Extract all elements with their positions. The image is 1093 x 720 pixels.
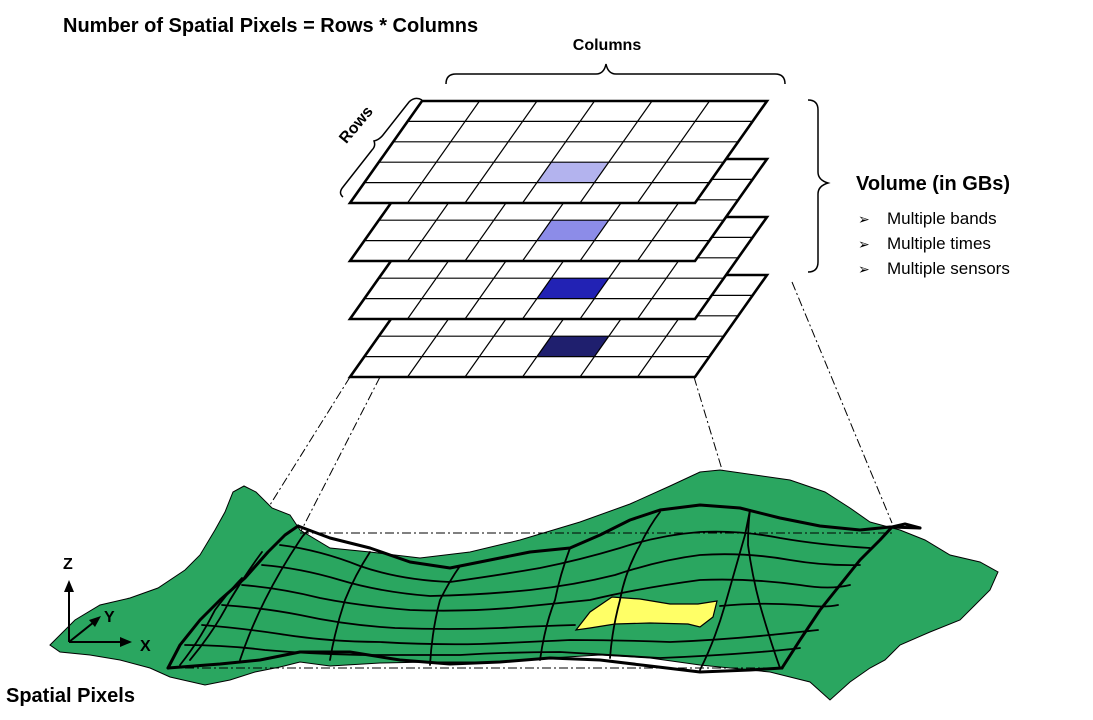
z-arrow-icon: [64, 580, 74, 592]
grid-column-line: [579, 100, 653, 204]
y-arrow-icon: [89, 616, 101, 627]
y-axis-label: Y: [104, 609, 115, 626]
terrain-grid-columns: [179, 509, 781, 671]
terrain-grid-boundary: [166, 503, 922, 674]
list-item: ➢ Multiple times: [858, 234, 991, 253]
spatial-pixels-caption: Spatial Pixels: [6, 685, 135, 707]
rows-brace: [339, 97, 423, 198]
z-axis-label: Z: [63, 556, 73, 573]
axes-indicator: Z Y X: [63, 556, 151, 655]
terrain-surface: [49, 469, 999, 701]
highlight-pixel: [536, 162, 609, 183]
highlight-pixel: [536, 220, 609, 241]
columns-brace: [445, 63, 786, 85]
list-item: ➢ Multiple bands: [858, 209, 997, 228]
volume-heading: Volume (in GBs): [856, 173, 1010, 195]
list-item-label: Multiple bands: [887, 209, 997, 228]
terrain-highlight-pixel: [574, 596, 718, 631]
x-axis-label: X: [140, 638, 151, 655]
list-item: ➢ Multiple sensors: [858, 259, 1010, 278]
arrow-bullet-icon: ➢: [858, 236, 870, 252]
volume-brace: [807, 99, 831, 273]
diagram-title: Number of Spatial Pixels = Rows * Column…: [63, 15, 478, 37]
grid-column-line: [637, 100, 710, 204]
columns-label: Columns: [573, 37, 642, 54]
volume-list: ➢ Multiple bands ➢ Multiple times ➢ Mult…: [858, 209, 1010, 278]
terrain: [49, 469, 999, 701]
highlight-pixel: [536, 336, 609, 357]
arrow-bullet-icon: ➢: [858, 261, 870, 277]
arrow-bullet-icon: ➢: [858, 211, 870, 227]
list-item-label: Multiple times: [887, 234, 991, 253]
highlight-pixel: [536, 278, 609, 299]
band-layers: [347, 99, 770, 379]
terrain-grid-rows: [184, 530, 871, 659]
x-arrow-icon: [120, 637, 132, 647]
y-axis-line: [68, 621, 95, 643]
band-layer: [347, 99, 770, 205]
grid-column-line: [407, 100, 480, 204]
grid-column-line: [464, 100, 538, 204]
rows-label: Rows: [336, 103, 377, 147]
grid-column-line: [522, 100, 595, 204]
layer-border: [347, 99, 770, 205]
list-item-label: Multiple sensors: [887, 259, 1010, 278]
